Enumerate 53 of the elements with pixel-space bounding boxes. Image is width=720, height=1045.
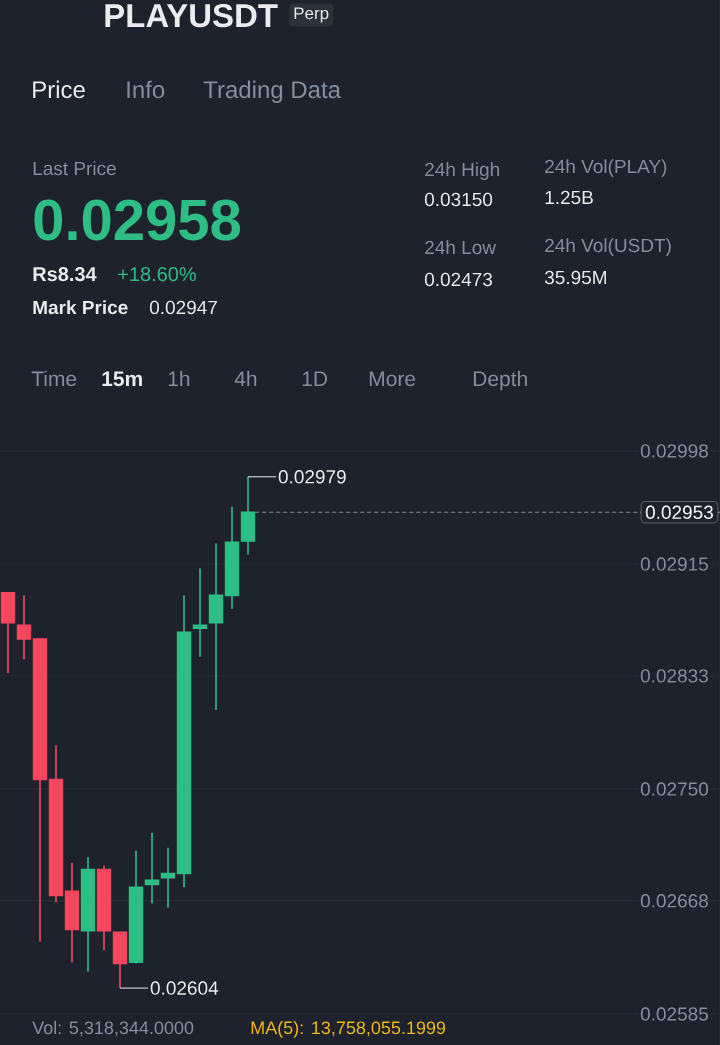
text: 15m (102, 371, 142, 387)
y-tick-label: 0.02833 (640, 669, 708, 683)
text: 1D (302, 371, 328, 386)
text: 1.25B (545, 190, 593, 205)
y-tick-label: 0.02585 (640, 1007, 708, 1021)
text: 4h (234, 370, 257, 386)
text: Info (127, 80, 165, 99)
text: Vol: 5,318,344.0000 (32, 1020, 194, 1037)
candlestick (128, 849, 144, 965)
ref-line-label: 0.02953 (645, 505, 713, 519)
candlestick (32, 638, 48, 943)
text: More (369, 371, 416, 387)
text: Depth (473, 370, 527, 391)
candlestick (144, 831, 160, 905)
candlestick (224, 506, 240, 610)
candlestick (176, 594, 192, 888)
candlestick (64, 861, 80, 963)
text: 1h (168, 370, 190, 386)
y-tick-label: 0.02750 (640, 782, 709, 796)
candlestick (240, 476, 256, 556)
candlestick (80, 856, 96, 973)
text: 24h High (425, 162, 499, 180)
y-tick-label: 0.02668 (640, 894, 708, 908)
text: 24h Vol(PLAY) (545, 159, 667, 177)
text: 24h Low (425, 240, 497, 255)
text: Trading Data (203, 80, 342, 103)
candlestick (160, 846, 176, 909)
text: 0.02473 (424, 272, 493, 287)
annotation: 0.02979 (278, 470, 346, 484)
candlestick (16, 594, 32, 661)
candlestick (0, 591, 16, 674)
candlestick (192, 567, 208, 658)
text: Price (33, 80, 85, 99)
text: +18.60% (118, 267, 196, 282)
y-tick-label: 0.02998 (640, 444, 708, 458)
annotation: 0.02604 (150, 981, 219, 995)
text: 0.03150 (424, 192, 493, 207)
text: 0.02947 (149, 300, 217, 315)
text: Time (31, 370, 77, 387)
text: 24h Vol(USDT) (545, 238, 671, 256)
text: Rs8.34 (33, 267, 97, 282)
candlestick (96, 864, 112, 951)
text: MA(5): 13,758,055.1999 (251, 1020, 446, 1038)
chart-subtitle: Perp (294, 7, 329, 23)
chart-title: PLAYUSDT (105, 3, 278, 28)
candlestick (48, 744, 64, 903)
candlestick (112, 931, 128, 989)
text: Last Price (33, 161, 116, 176)
text: 35.95M (544, 270, 606, 285)
text: Mark Price (33, 300, 128, 315)
text: 0.02958 (34, 199, 241, 241)
candlestick (208, 542, 224, 711)
y-tick-label: 0.02915 (640, 557, 708, 571)
